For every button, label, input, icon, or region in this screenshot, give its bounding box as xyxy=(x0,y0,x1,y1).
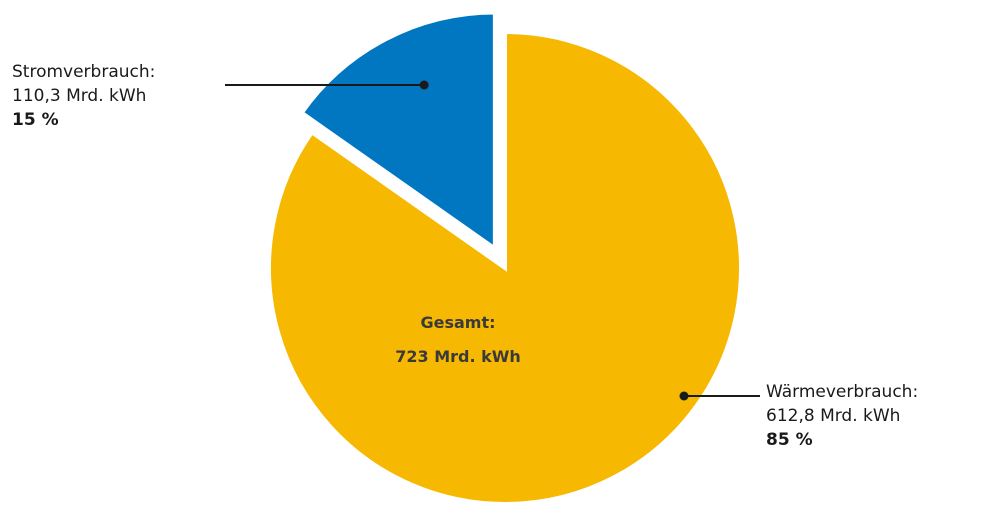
pie-slice-stromverbrauch xyxy=(298,10,497,253)
slice-label-percent: 85 % xyxy=(766,430,813,450)
slice-label-stromverbrauch: Stromverbrauch: 110,3 Mrd. kWh 15 % xyxy=(12,60,155,132)
slice-label-value: 110,3 Mrd. kWh xyxy=(12,86,147,106)
slice-label-value: 612,8 Mrd. kWh xyxy=(766,406,901,426)
slice-label-name: Stromverbrauch: xyxy=(12,62,156,82)
leader-lines xyxy=(225,80,760,401)
center-total-label: Gesamt: 723 Mrd. kWh xyxy=(318,312,598,368)
pie-slices xyxy=(267,10,743,506)
slice-label-name: Wärmeverbrauch: xyxy=(766,382,919,402)
slice-label-waermeverbrauch: Wärmeverbrauch: 612,8 Mrd. kWh 85 % xyxy=(766,380,918,452)
leader-dot-waermeverbrauch xyxy=(679,391,689,401)
leader-dot-stromverbrauch xyxy=(419,80,429,90)
center-total-title: Gesamt: xyxy=(420,313,496,332)
slice-label-percent: 15 % xyxy=(12,110,59,130)
pie-slice-wärmeverbrauch xyxy=(267,29,743,506)
center-total-value: 723 Mrd. kWh xyxy=(395,347,521,366)
